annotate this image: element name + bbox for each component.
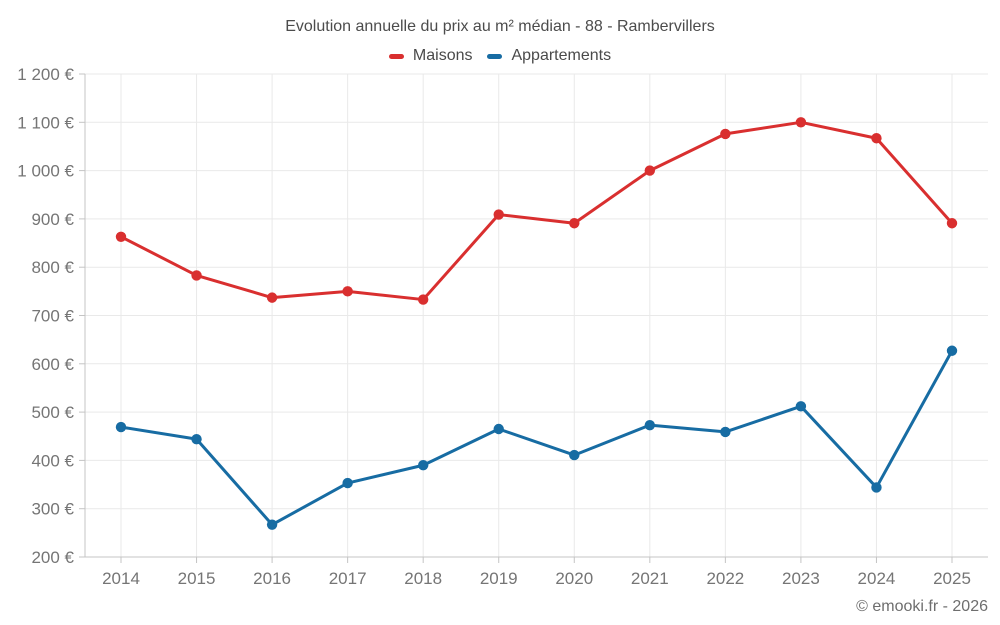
x-axis-label: 2016 — [253, 569, 291, 588]
point-appartements-2015[interactable] — [191, 433, 202, 445]
y-axis-label: 1 000 € — [17, 162, 74, 181]
x-axis-label: 2014 — [102, 569, 140, 588]
point-maisons-2022[interactable] — [720, 128, 731, 140]
point-appartements-2025[interactable] — [946, 345, 958, 356]
point-maisons-2025[interactable] — [946, 218, 958, 229]
y-axis-label: 800 € — [31, 258, 74, 277]
point-maisons-2016[interactable] — [266, 292, 278, 303]
appartements-line — [119, 349, 954, 527]
y-axis-label: 700 € — [31, 307, 74, 326]
legend-item-maisons[interactable]: Maisons — [388, 47, 473, 65]
point-maisons-2021[interactable] — [644, 165, 656, 176]
x-axis-label: 2021 — [631, 569, 669, 588]
point-appartements-2016[interactable] — [266, 519, 278, 530]
point-appartements-2023[interactable] — [795, 401, 807, 412]
y-axis-label: 200 € — [31, 548, 74, 567]
point-appartements-2019[interactable] — [493, 423, 504, 435]
y-axis-label: 400 € — [31, 451, 74, 470]
x-axis-label: 2018 — [404, 569, 442, 588]
point-appartements-2024[interactable] — [871, 482, 882, 493]
chart-title: Evolution annuelle du prix au m² médian … — [285, 18, 715, 35]
x-axis-label: 2020 — [555, 569, 593, 588]
point-appartements-2022[interactable] — [720, 426, 731, 438]
y-axis-label: 300 € — [31, 500, 74, 519]
point-appartements-2018[interactable] — [417, 460, 429, 471]
point-maisons-2018[interactable] — [417, 294, 429, 305]
y-axis-label: 500 € — [31, 403, 74, 422]
x-axis-label: 2025 — [933, 569, 971, 588]
x-axis-label: 2017 — [329, 569, 367, 588]
point-appartements-2021[interactable] — [644, 419, 656, 431]
legend-item-appartements[interactable]: Appartements — [487, 47, 611, 65]
point-appartements-2017[interactable] — [342, 477, 353, 489]
x-axis-label: 2023 — [782, 569, 820, 588]
legend-label-maisons: Maisons — [412, 47, 473, 64]
x-axis-label: 2015 — [178, 569, 216, 588]
y-axis-label: 1 100 € — [17, 113, 74, 132]
point-maisons-2015[interactable] — [191, 270, 202, 281]
appartements-legend-swatch-icon — [487, 53, 503, 59]
y-axis-label: 600 € — [31, 355, 74, 374]
chart-legend: Maisons Appartements — [0, 47, 1000, 65]
point-maisons-2020[interactable] — [569, 218, 580, 229]
footer-credit: © emooki.fr - 2026 — [856, 598, 988, 615]
point-maisons-2019[interactable] — [493, 209, 504, 220]
legend-label-appartements: Appartements — [511, 47, 612, 64]
maisons-legend-swatch-icon — [388, 53, 404, 59]
point-maisons-2023[interactable] — [795, 117, 807, 128]
y-axis-label: 900 € — [31, 210, 74, 229]
point-appartements-2014[interactable] — [115, 421, 127, 433]
point-maisons-2014[interactable] — [115, 231, 127, 242]
x-axis-label: 2024 — [858, 569, 896, 588]
maisons-line — [119, 120, 954, 302]
point-maisons-2017[interactable] — [342, 286, 353, 297]
x-axis-label: 2022 — [706, 569, 744, 588]
point-maisons-2024[interactable] — [871, 133, 882, 144]
point-appartements-2020[interactable] — [569, 449, 580, 461]
y-axis-label: 1 200 € — [17, 65, 74, 84]
x-axis-label: 2019 — [480, 569, 518, 588]
